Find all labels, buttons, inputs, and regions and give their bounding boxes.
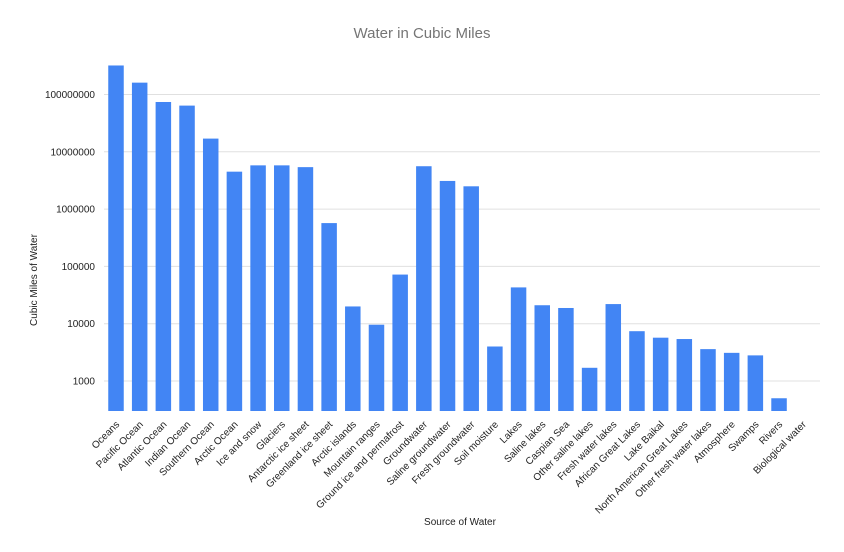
bar <box>274 165 290 411</box>
y-tick-label: 10000 <box>67 319 95 330</box>
bar <box>723 352 740 411</box>
bar <box>321 223 337 411</box>
y-tick-label: 1000 <box>73 377 96 388</box>
bar <box>487 346 503 411</box>
bar <box>202 138 219 411</box>
bar <box>747 355 764 411</box>
bar <box>131 82 148 412</box>
bar <box>250 165 266 411</box>
bar <box>534 305 550 411</box>
bar <box>700 349 716 411</box>
bars <box>108 65 787 412</box>
bar <box>581 367 598 411</box>
bar <box>416 166 432 411</box>
y-tick-label: 100000 <box>62 262 96 273</box>
y-tick-label: 10000000 <box>51 147 96 158</box>
x-axis-label: Source of Water <box>424 517 497 528</box>
bar <box>226 171 243 411</box>
chart-title: Water in Cubic Miles <box>354 25 491 42</box>
bar <box>510 287 527 411</box>
bar <box>439 180 456 411</box>
bar <box>155 101 172 412</box>
bar <box>463 186 479 411</box>
bar <box>345 306 361 411</box>
bar <box>629 331 645 411</box>
bar <box>368 324 385 411</box>
y-axis-ticks: 1000 10000 100000 1000000 10000000 100000000 <box>45 90 95 388</box>
y-tick-label: 1000000 <box>56 205 95 216</box>
bar <box>652 337 669 411</box>
bar <box>771 398 787 411</box>
bar <box>108 65 124 411</box>
bar <box>605 304 622 411</box>
bar <box>558 307 574 411</box>
y-axis-label: Cubic Miles of Water <box>29 233 40 326</box>
bar <box>392 274 408 411</box>
bar <box>676 339 693 411</box>
bar <box>297 167 314 411</box>
bar <box>179 105 195 411</box>
y-tick-label: 100000000 <box>45 90 95 101</box>
